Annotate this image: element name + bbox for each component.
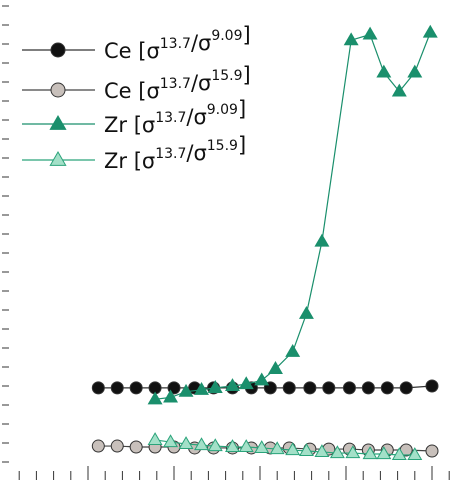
marker bbox=[178, 436, 194, 450]
marker bbox=[298, 443, 314, 457]
marker bbox=[303, 381, 317, 395]
marker bbox=[50, 42, 66, 58]
marker bbox=[314, 233, 330, 247]
marker bbox=[269, 441, 285, 455]
marker bbox=[422, 24, 438, 38]
marker bbox=[194, 437, 209, 451]
marker bbox=[91, 439, 105, 453]
marker bbox=[345, 445, 361, 459]
marker bbox=[178, 383, 194, 397]
marker bbox=[391, 447, 407, 461]
marker bbox=[425, 444, 439, 458]
marker bbox=[225, 378, 240, 392]
marker bbox=[285, 442, 301, 456]
legend-label: Ce [σ13.7/σ15.9] bbox=[104, 63, 251, 103]
legend-label: Ce [σ13.7/σ9.09] bbox=[104, 23, 251, 63]
marker bbox=[376, 64, 392, 78]
marker bbox=[238, 376, 254, 390]
marker bbox=[407, 447, 423, 461]
marker bbox=[407, 64, 423, 78]
marker bbox=[50, 82, 66, 98]
marker bbox=[298, 305, 314, 319]
marker bbox=[329, 445, 345, 459]
marker bbox=[129, 381, 143, 395]
marker bbox=[207, 380, 223, 393]
legend-label: Zr [σ13.7/σ15.9] bbox=[104, 133, 246, 173]
marker bbox=[129, 440, 143, 454]
marker bbox=[268, 361, 283, 374]
marker bbox=[147, 391, 163, 405]
marker bbox=[343, 32, 359, 46]
marker bbox=[362, 446, 378, 460]
marker bbox=[254, 440, 270, 453]
marker bbox=[225, 439, 240, 453]
marker bbox=[91, 381, 105, 395]
marker bbox=[49, 151, 67, 166]
marker bbox=[322, 381, 336, 395]
marker bbox=[49, 115, 67, 130]
marker bbox=[399, 381, 413, 395]
marker bbox=[254, 372, 270, 386]
marker bbox=[380, 381, 394, 395]
marker bbox=[342, 381, 356, 395]
marker bbox=[282, 381, 296, 395]
marker bbox=[362, 26, 378, 40]
marker bbox=[163, 434, 179, 448]
marker bbox=[391, 83, 407, 97]
marker bbox=[194, 381, 209, 395]
marker bbox=[361, 381, 375, 395]
marker bbox=[285, 343, 301, 357]
marker bbox=[207, 438, 223, 452]
marker bbox=[147, 432, 163, 446]
marker bbox=[425, 379, 439, 393]
marker bbox=[110, 381, 124, 395]
marker bbox=[110, 439, 124, 453]
marker bbox=[163, 389, 179, 403]
marker bbox=[376, 446, 392, 460]
legend-label: Zr [σ13.7/σ9.09] bbox=[104, 97, 246, 137]
marker bbox=[238, 439, 254, 453]
marker bbox=[314, 444, 330, 457]
